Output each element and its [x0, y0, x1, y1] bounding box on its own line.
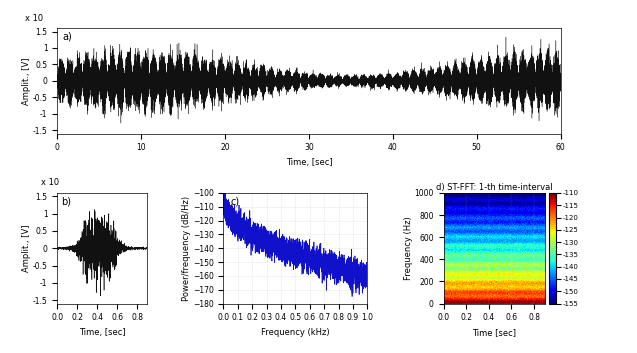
Text: b): b)	[61, 196, 71, 206]
X-axis label: Frequency (kHz): Frequency (kHz)	[261, 328, 330, 337]
Text: x 10: x 10	[25, 14, 43, 23]
Text: c): c)	[231, 196, 240, 206]
Text: x 10: x 10	[41, 178, 59, 187]
Text: a): a)	[62, 31, 72, 41]
X-axis label: Time, [sec]: Time, [sec]	[79, 328, 125, 337]
Title: d) ST-FFT: 1-th time-interval: d) ST-FFT: 1-th time-interval	[436, 183, 553, 192]
X-axis label: Time [sec]: Time [sec]	[473, 328, 517, 337]
Y-axis label: Frequency (Hz): Frequency (Hz)	[404, 216, 413, 280]
Y-axis label: Power/frequency (dB/Hz): Power/frequency (dB/Hz)	[182, 196, 192, 301]
Y-axis label: Amplit., [V]: Amplit., [V]	[22, 225, 31, 272]
X-axis label: Time, [sec]: Time, [sec]	[285, 158, 333, 167]
Y-axis label: Amplit., [V]: Amplit., [V]	[22, 57, 31, 104]
